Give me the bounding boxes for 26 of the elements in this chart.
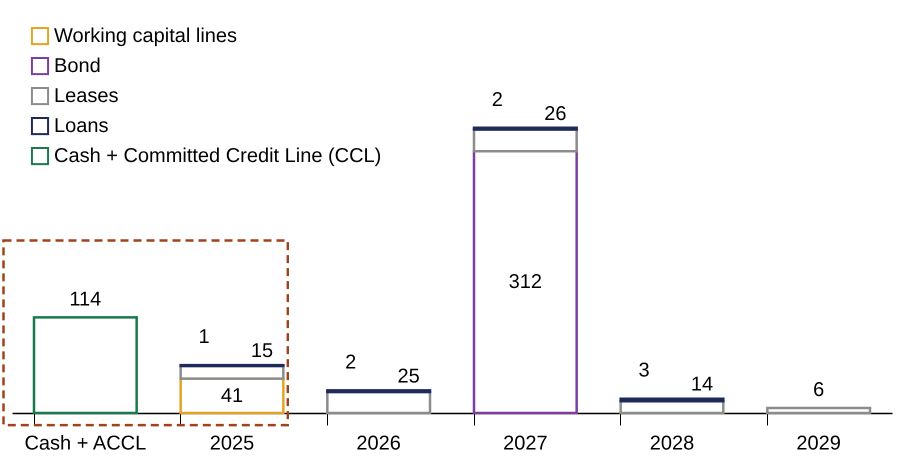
data-label: 2 xyxy=(492,88,503,111)
x-tick-label: 2028 xyxy=(650,432,694,454)
data-label: 312 xyxy=(508,271,542,294)
data-label: 6 xyxy=(813,378,824,401)
legend-label: Bond xyxy=(54,55,101,77)
x-tick-label: Cash + ACCL xyxy=(24,432,146,454)
x-tick-label: 2025 xyxy=(210,432,254,454)
data-label: 25 xyxy=(398,365,420,388)
data-label: 41 xyxy=(220,384,244,407)
bar xyxy=(32,316,138,414)
legend-label: Working capital lines xyxy=(54,25,238,47)
legend-label: Leases xyxy=(54,85,118,107)
data-label: 14 xyxy=(690,374,714,396)
data-label: 2 xyxy=(345,351,356,374)
x-tick-label: 2029 xyxy=(796,432,841,454)
bar xyxy=(766,406,872,414)
legend-label: Loans xyxy=(54,115,108,137)
data-label: 114 xyxy=(69,288,102,310)
legend-label: Cash + Committed Credit Line (CCL) xyxy=(54,145,382,167)
data-label: 15 xyxy=(250,340,274,362)
data-label: 26 xyxy=(544,102,566,125)
data-label: 3 xyxy=(638,360,650,382)
x-tick-label: 2027 xyxy=(503,432,548,454)
x-tick-label: 2026 xyxy=(356,432,401,454)
bar xyxy=(326,390,432,414)
data-label: 1 xyxy=(198,326,210,348)
